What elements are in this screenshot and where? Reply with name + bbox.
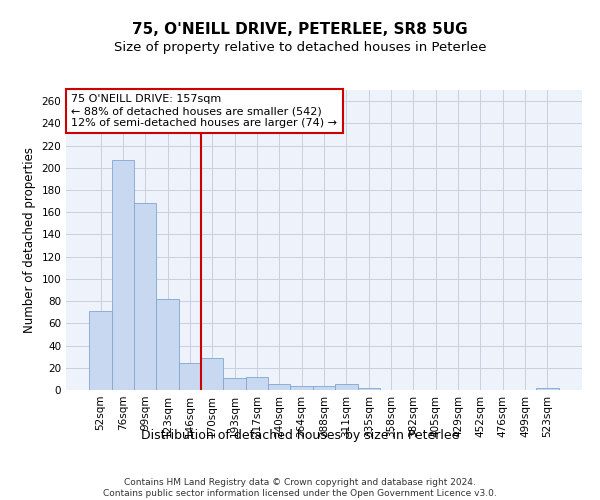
Bar	[223, 378, 246, 390]
Bar	[536, 388, 559, 390]
Bar	[313, 386, 335, 390]
Bar	[201, 358, 223, 390]
Bar	[335, 384, 358, 390]
Text: 75, O'NEILL DRIVE, PETERLEE, SR8 5UG: 75, O'NEILL DRIVE, PETERLEE, SR8 5UG	[132, 22, 468, 38]
Y-axis label: Number of detached properties: Number of detached properties	[23, 147, 36, 333]
Text: 75 O'NEILL DRIVE: 157sqm
← 88% of detached houses are smaller (542)
12% of semi-: 75 O'NEILL DRIVE: 157sqm ← 88% of detach…	[71, 94, 337, 128]
Bar	[179, 364, 201, 390]
Bar	[268, 384, 290, 390]
Bar	[290, 386, 313, 390]
Bar	[112, 160, 134, 390]
Bar	[358, 388, 380, 390]
Bar	[157, 299, 179, 390]
Bar	[134, 204, 157, 390]
Bar	[89, 311, 112, 390]
Bar	[246, 376, 268, 390]
Text: Contains HM Land Registry data © Crown copyright and database right 2024.
Contai: Contains HM Land Registry data © Crown c…	[103, 478, 497, 498]
Text: Distribution of detached houses by size in Peterlee: Distribution of detached houses by size …	[141, 428, 459, 442]
Text: Size of property relative to detached houses in Peterlee: Size of property relative to detached ho…	[114, 41, 486, 54]
